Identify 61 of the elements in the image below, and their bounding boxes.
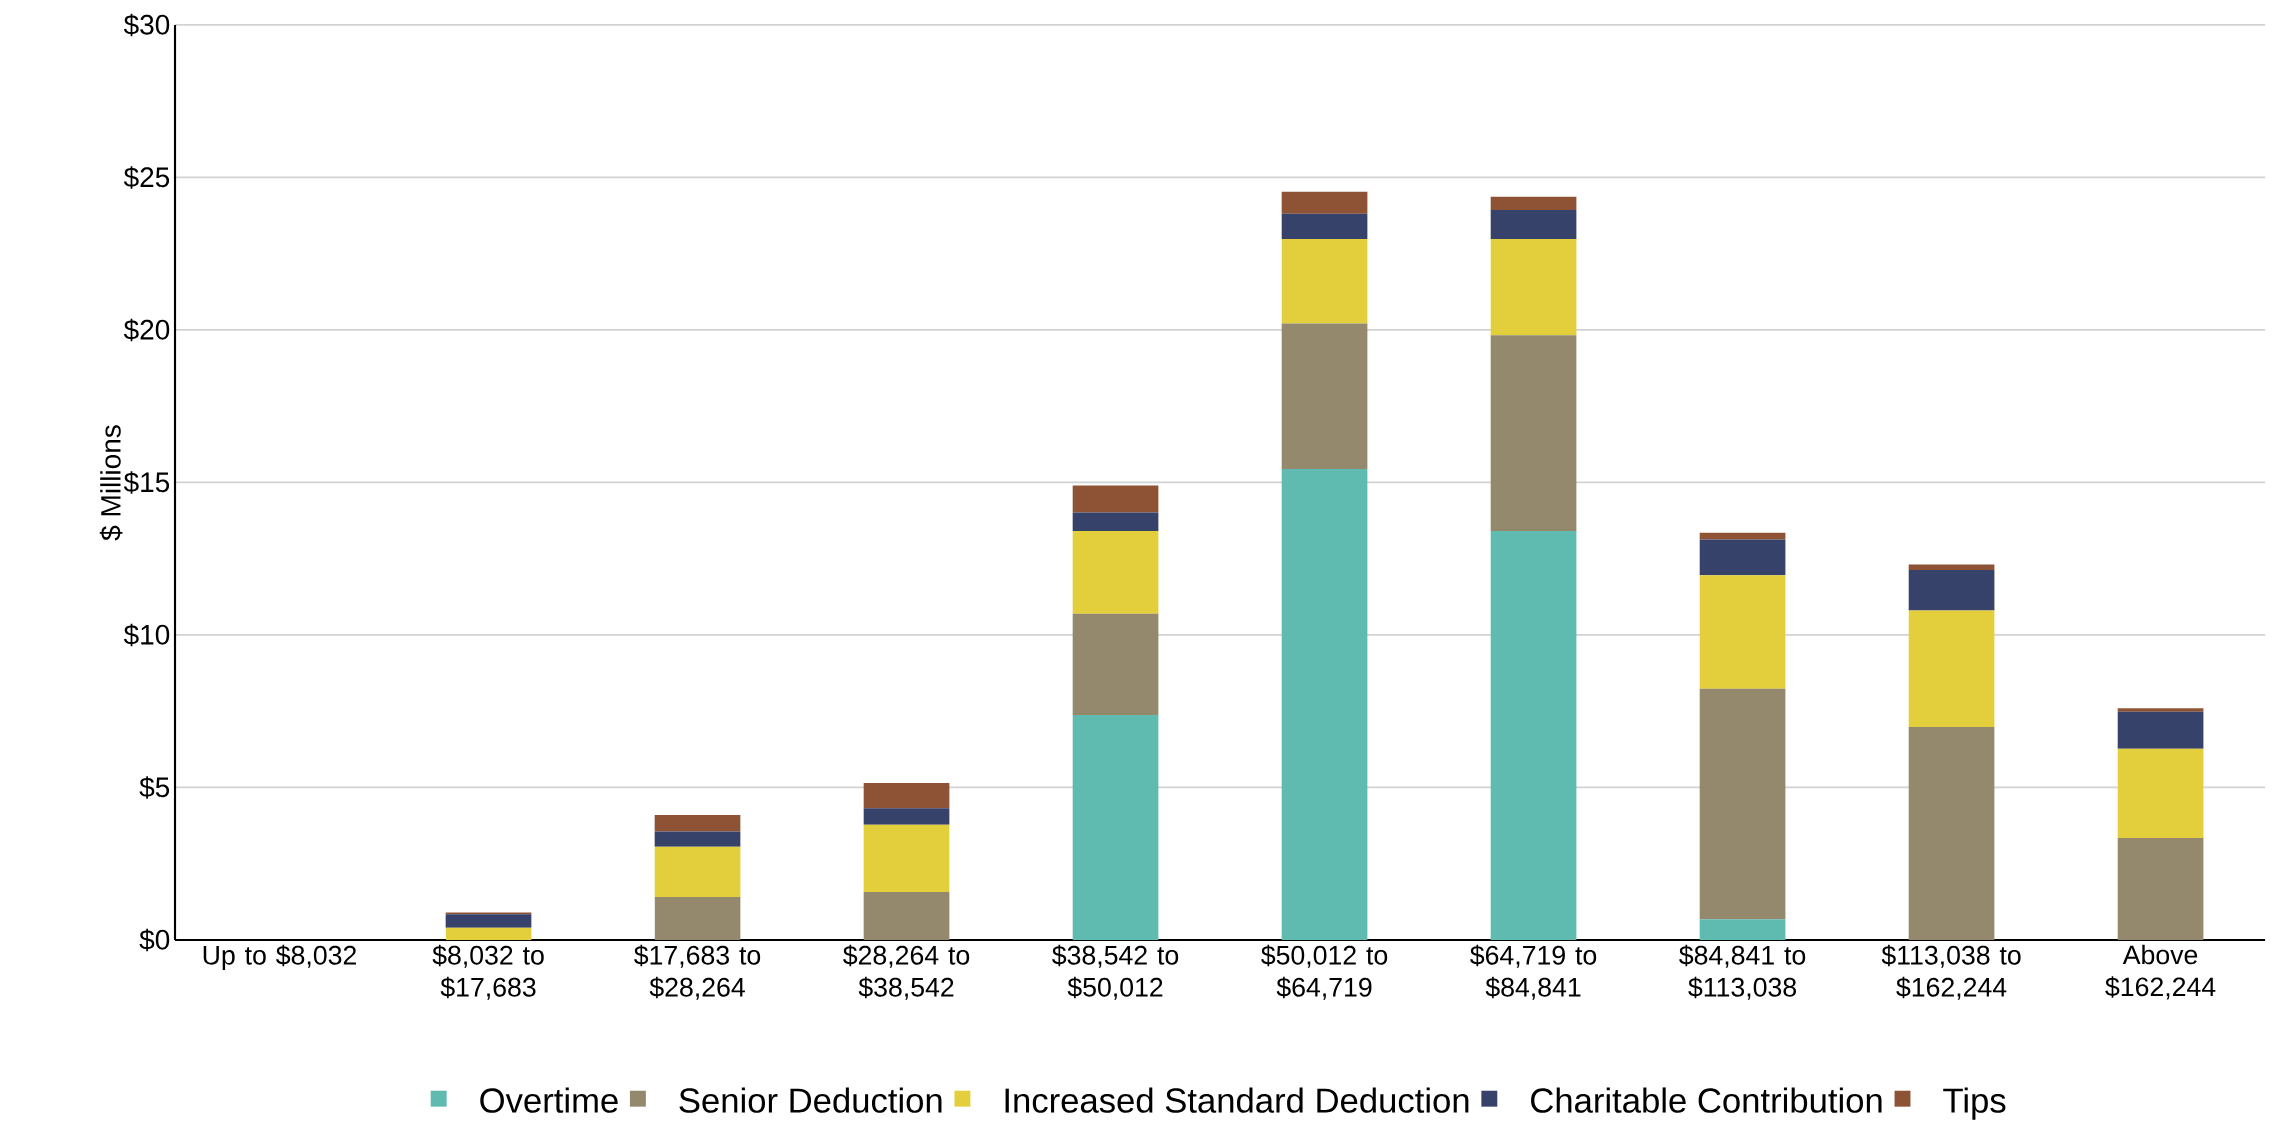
- x-tick-label: $17,683 to $28,264: [634, 944, 761, 1000]
- bar: [1072, 485, 1159, 513]
- bar: [1490, 196, 1577, 211]
- bar: [654, 896, 741, 940]
- y-tick-label: $5: [139, 776, 170, 799]
- x-tick-label: $8,032 to $17,683: [432, 944, 544, 1000]
- bar: [445, 914, 532, 928]
- bar: [1281, 239, 1368, 324]
- y-axis-title: $ Millions: [99, 425, 123, 541]
- bar: [2117, 748, 2204, 839]
- legend-label: Senior Deduction: [679, 1087, 942, 1113]
- bar: [1908, 727, 1995, 940]
- bar: [1072, 512, 1159, 531]
- bar: [1281, 213, 1368, 240]
- bar: [654, 831, 741, 847]
- x-tick-label: Above $162,244: [2105, 944, 2216, 1000]
- bar: [1699, 575, 1786, 689]
- bar: [1072, 530, 1159, 614]
- bar: [1699, 688, 1786, 920]
- y-tick-label: $0: [139, 928, 170, 952]
- bar: [1490, 239, 1577, 336]
- bar: [1699, 539, 1786, 576]
- bar: [1699, 532, 1786, 540]
- bar: [863, 782, 950, 809]
- bar: [1281, 191, 1368, 214]
- bar: [1281, 469, 1368, 940]
- bar: [445, 927, 532, 940]
- bar: [1072, 613, 1159, 715]
- bar: [1281, 323, 1368, 470]
- legend-label: Charitable Contribution: [1531, 1087, 1882, 1113]
- x-tick-label: $64,719 to $84,841: [1470, 944, 1597, 1000]
- legend-label: Overtime: [480, 1087, 618, 1113]
- bar: [863, 824, 950, 893]
- bar: [1490, 530, 1577, 940]
- bar: [654, 814, 741, 832]
- bar: [1908, 610, 1995, 728]
- bar: [2117, 708, 2204, 712]
- bar: [1490, 335, 1577, 531]
- bar: [863, 808, 950, 825]
- legend-label: Tips: [1943, 1087, 2006, 1120]
- x-tick-label: $84,841 to $113,038: [1679, 944, 1806, 1000]
- x-tick-label: $113,038 to $162,244: [1881, 944, 2021, 1000]
- y-tick-label: $25: [123, 166, 170, 189]
- bar: [1908, 570, 1995, 611]
- y-tick-label: $20: [123, 318, 170, 342]
- bar: [863, 892, 950, 940]
- y-tick-label: $30: [123, 13, 170, 37]
- bar: [654, 846, 741, 897]
- y-tick-label: $15: [123, 471, 170, 494]
- bar: [1908, 564, 1995, 571]
- x-tick-label: Up to $8,032: [203, 944, 356, 970]
- bar: [1699, 919, 1786, 940]
- x-tick-label: $38,542 to $50,012: [1052, 944, 1179, 1000]
- x-tick-label: $50,012 to $64,719: [1261, 944, 1388, 1000]
- bar: [2117, 711, 2204, 749]
- bar: [2117, 838, 2204, 940]
- y-tick-label: $10: [123, 623, 170, 647]
- bar: [1490, 210, 1577, 240]
- x-tick-label: $28,264 to $38,542: [843, 944, 970, 1000]
- bar: [1072, 714, 1159, 940]
- legend-label: Increased Standard Deduction: [1005, 1087, 1469, 1113]
